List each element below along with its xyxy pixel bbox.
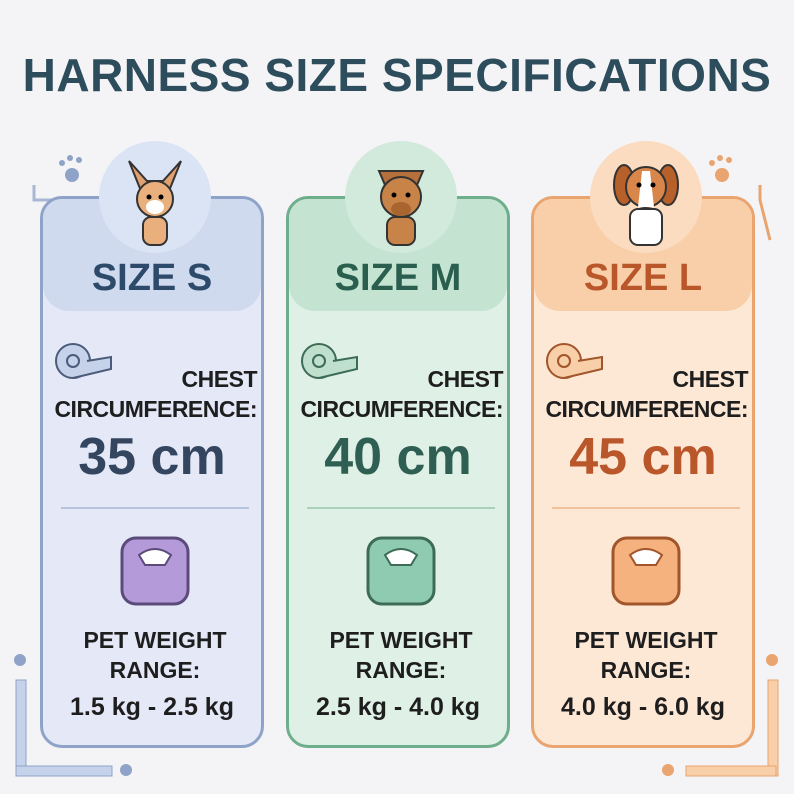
tape-icon [55,343,112,379]
size-label: SIZE M [334,257,462,299]
size-label: SIZE L [583,257,703,299]
card-s: SIZE S CHEST CIRCUMFERENCE: 35 cm PET WE… [40,141,264,748]
weight-label: PET WEIGHT RANGE: [83,627,227,683]
dog-icon [128,160,182,246]
dog-icon [377,170,425,246]
chest-label: CHEST CIRCUMFERENCE: [54,366,257,422]
weight-value: 1.5 kg - 2.5 kg [70,693,234,721]
dog-bubble [590,141,702,253]
divider [552,507,740,509]
card-l: SIZE L CHEST CIRCUMFERENCE: 45 cm PET WE… [531,141,755,748]
weight-label: PET WEIGHT RANGE: [329,627,473,683]
chest-value: 45 cm [569,428,717,486]
weight-value: 2.5 kg - 4.0 kg [316,693,480,721]
chest-label: CHEST CIRCUMFERENCE: [545,366,748,422]
tape-icon [546,343,603,379]
scale-icon [611,536,681,606]
dog-bubble [99,141,211,253]
chest-value: 40 cm [324,428,472,486]
scale-icon [366,536,436,606]
size-label: SIZE S [91,257,213,299]
tape-icon [301,343,358,379]
dog-bubble [345,141,457,253]
weight-label: PET WEIGHT RANGE: [574,627,718,683]
chest-value: 35 cm [78,428,226,486]
divider [307,507,495,509]
weight-value: 4.0 kg - 6.0 kg [561,693,725,721]
dog-icon [613,164,679,246]
title: HARNESS SIZE SPECIFICATIONS [22,49,772,101]
divider [61,507,249,509]
scale-icon [120,536,190,606]
chest-label: CHEST CIRCUMFERENCE: [300,366,503,422]
card-m: SIZE M CHEST CIRCUMFERENCE: 40 cm PET WE… [286,141,510,748]
